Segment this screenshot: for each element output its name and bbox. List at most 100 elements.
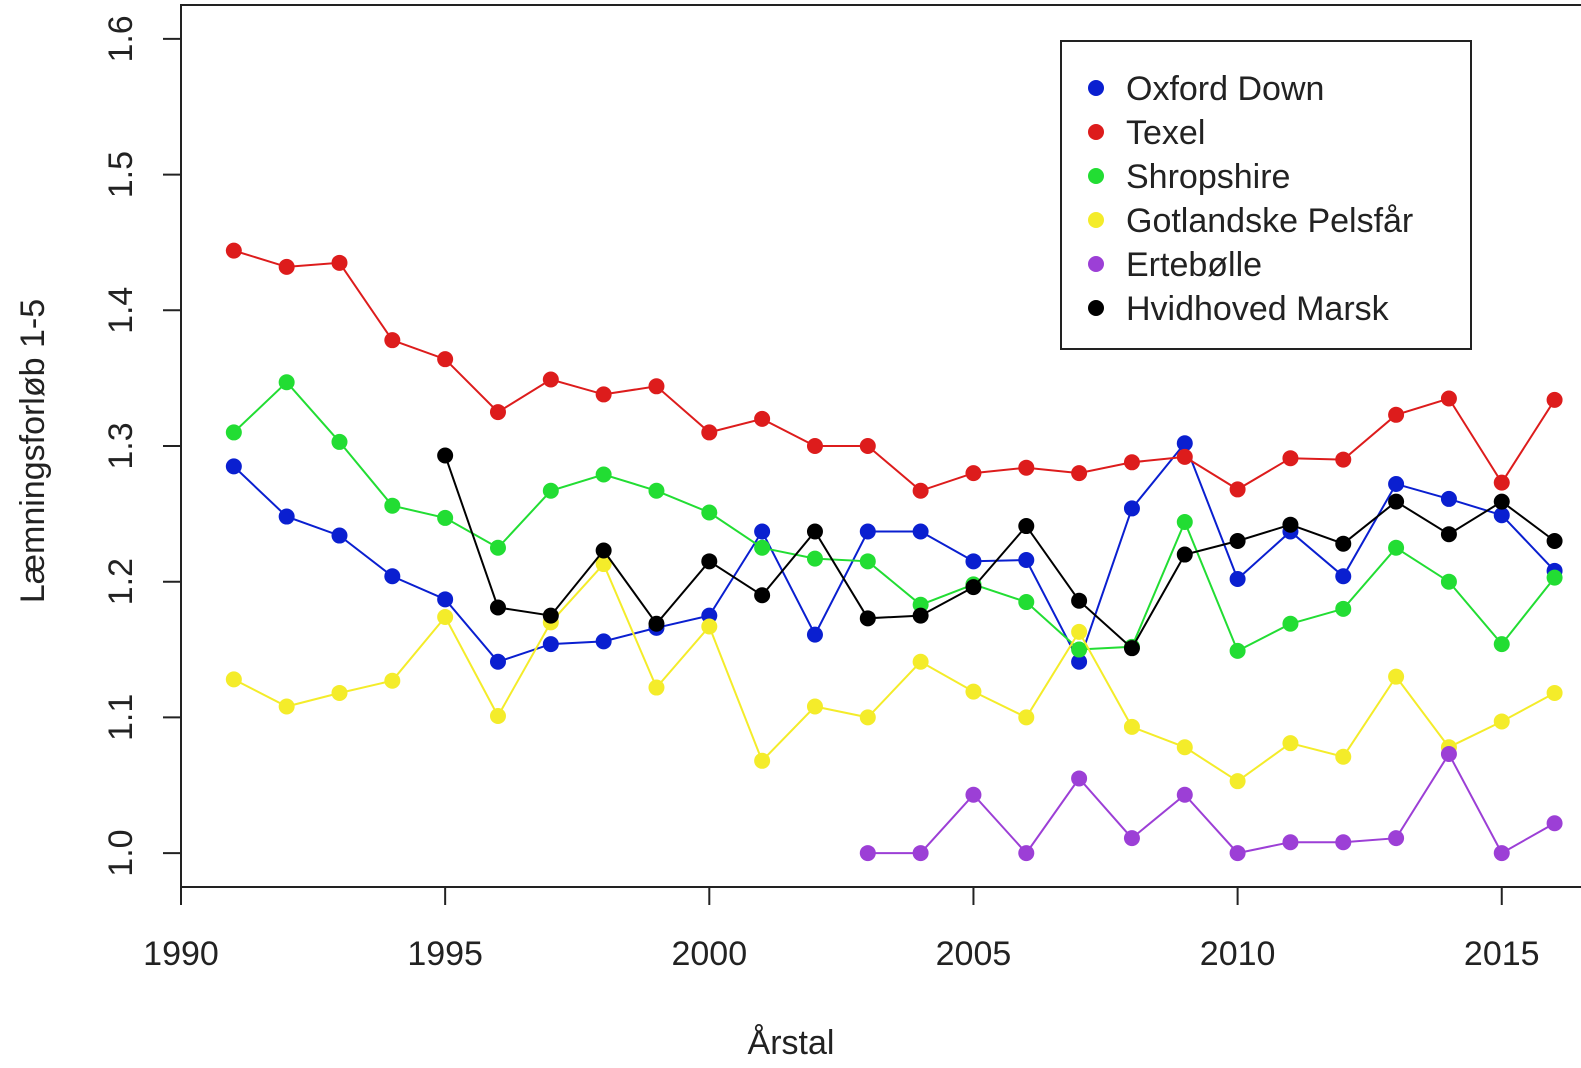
data-point	[1018, 594, 1035, 611]
data-point	[806, 438, 823, 454]
series-ertebølle	[859, 746, 1563, 862]
data-point	[1282, 615, 1299, 632]
y-tick-label: 1.6	[102, 15, 140, 62]
data-point	[1440, 746, 1457, 763]
data-point	[1176, 546, 1193, 563]
data-point	[595, 466, 612, 483]
data-point	[806, 523, 823, 540]
data-point	[384, 332, 401, 349]
data-point	[1440, 526, 1457, 543]
data-point	[331, 684, 348, 701]
data-point	[1071, 770, 1088, 787]
series-line	[233, 441, 1556, 665]
legend-marker	[1088, 212, 1104, 228]
data-point	[859, 523, 876, 540]
data-point	[331, 527, 348, 544]
y-tick-label: 1.5	[102, 151, 140, 198]
data-point	[489, 708, 506, 725]
x-tick-label: 2005	[936, 935, 1012, 973]
data-point	[595, 386, 612, 403]
y-tick-label: 1.2	[102, 558, 140, 605]
data-point	[1018, 459, 1035, 476]
legend-marker	[1088, 300, 1104, 316]
data-point	[1018, 518, 1035, 535]
x-axis-title: Årstal	[748, 1024, 835, 1062]
data-point	[384, 497, 401, 514]
data-point	[1176, 786, 1193, 803]
data-point	[1229, 481, 1246, 498]
series-texel	[225, 242, 1563, 499]
data-point	[278, 374, 295, 391]
y-tick-label: 1.1	[102, 694, 140, 741]
data-point	[1440, 573, 1457, 590]
data-point	[225, 242, 242, 259]
data-point	[595, 556, 612, 573]
data-point	[701, 504, 718, 521]
data-point	[437, 591, 454, 608]
data-point	[859, 553, 876, 570]
data-point	[595, 542, 612, 559]
data-point	[1018, 551, 1035, 568]
data-point	[806, 698, 823, 715]
data-point	[1176, 739, 1193, 756]
data-point	[754, 523, 771, 540]
data-point	[278, 698, 295, 715]
data-point	[1123, 830, 1140, 847]
legend-label: Shropshire	[1126, 158, 1290, 196]
series-line	[233, 380, 1556, 653]
y-axis-title: Læmningsforløb 1-5	[14, 299, 52, 603]
data-point	[595, 633, 612, 650]
data-point	[489, 653, 506, 670]
series-line	[233, 249, 1556, 492]
series-oxford-down	[225, 435, 1563, 670]
x-tick-label: 2015	[1464, 935, 1540, 973]
data-point	[1176, 435, 1193, 452]
legend-marker	[1088, 124, 1104, 140]
data-point	[1335, 535, 1352, 552]
data-point	[1282, 516, 1299, 533]
data-point	[1282, 834, 1299, 851]
data-point	[701, 424, 718, 441]
data-point	[1493, 636, 1510, 653]
data-point	[1335, 451, 1352, 468]
data-point	[1335, 834, 1352, 851]
data-point	[754, 539, 771, 556]
data-point	[965, 579, 982, 596]
data-point	[701, 553, 718, 570]
x-tick-label: 1990	[143, 935, 219, 973]
data-point	[859, 845, 876, 862]
data-point	[1546, 532, 1563, 549]
data-point	[912, 607, 929, 624]
data-point	[754, 752, 771, 769]
data-point	[542, 607, 559, 624]
data-point	[1388, 406, 1405, 423]
data-point	[1440, 490, 1457, 507]
legend-label: Texel	[1126, 114, 1205, 152]
data-point	[278, 508, 295, 525]
legend-marker	[1088, 168, 1104, 184]
data-point	[1071, 653, 1088, 670]
legend: Oxford Down Texel Shropshire Gotlandske Pel…	[1060, 40, 1472, 350]
data-point	[542, 482, 559, 499]
data-point	[437, 608, 454, 625]
data-point	[1388, 475, 1405, 492]
data-point	[806, 626, 823, 643]
data-point	[912, 523, 929, 540]
data-point	[648, 679, 665, 696]
legend-label: Ertebølle	[1126, 246, 1262, 284]
data-point	[1388, 668, 1405, 685]
data-point	[225, 671, 242, 688]
data-point	[1388, 539, 1405, 556]
data-point	[912, 653, 929, 670]
legend-label: Gotlandske Pelsfår	[1126, 202, 1413, 240]
data-point	[1388, 830, 1405, 847]
data-point	[1018, 845, 1035, 862]
data-point	[1493, 713, 1510, 730]
data-point	[384, 672, 401, 689]
data-point	[1335, 600, 1352, 617]
data-point	[859, 438, 876, 454]
data-point	[542, 371, 559, 388]
data-point	[1229, 642, 1246, 659]
data-point	[489, 539, 506, 556]
